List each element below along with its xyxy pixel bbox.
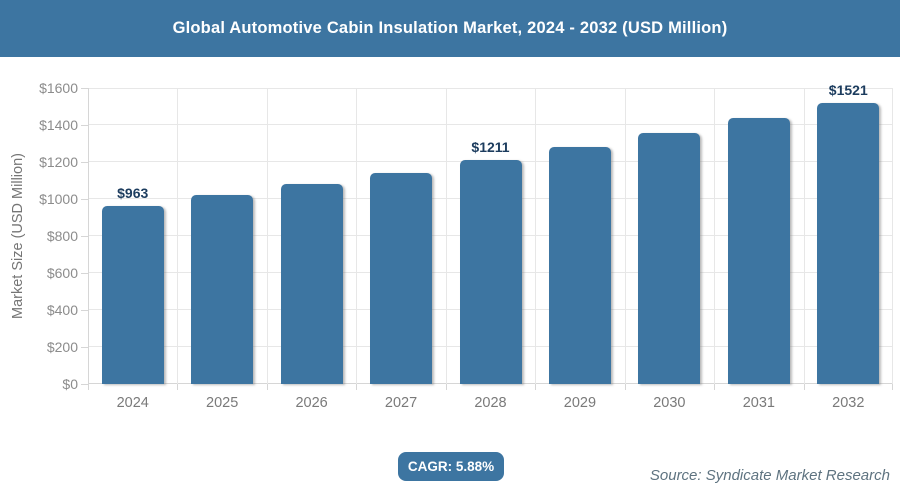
bar-2032 [817, 103, 879, 384]
x-tick-label: 2032 [832, 395, 865, 411]
chart-title: Global Automotive Cabin Insulation Marke… [172, 19, 728, 37]
y-tick-mark [81, 236, 88, 237]
gridline-v [267, 88, 268, 384]
bar-2027 [370, 173, 432, 384]
gridline-v [625, 88, 626, 384]
bar-2030 [638, 133, 700, 384]
y-tick-label: $1400 [39, 117, 78, 133]
y-tick-mark [81, 273, 88, 274]
x-tick-mark [892, 384, 893, 390]
y-tick-mark [81, 384, 88, 385]
y-tick-mark [81, 125, 88, 126]
plot-area [88, 88, 893, 384]
bar-2028 [460, 160, 522, 384]
x-tick-label: 2024 [116, 395, 149, 411]
bar-value-label: $1521 [828, 82, 868, 98]
chart-title-bar: Global Automotive Cabin Insulation Marke… [0, 0, 900, 57]
x-tick-label: 2029 [563, 395, 597, 411]
y-tick-mark [81, 162, 88, 163]
gridline-v [356, 88, 357, 384]
bar-value-label: $1211 [471, 139, 510, 155]
x-tick-mark [267, 384, 268, 390]
bar-2031 [728, 118, 790, 384]
bar-2025 [191, 195, 253, 384]
bar-2026 [281, 184, 343, 384]
gridline-v [714, 88, 715, 384]
x-tick-mark [535, 384, 536, 390]
bar-2029 [549, 147, 611, 384]
y-tick-label: $0 [62, 376, 78, 392]
bar-2024 [102, 206, 164, 384]
cagr-badge: CAGR: 5.88% [398, 452, 504, 481]
source-attribution: Source: Syndicate Market Research [649, 467, 890, 484]
y-tick-label: $200 [46, 339, 78, 355]
x-tick-mark [356, 384, 357, 390]
x-tick-mark [446, 384, 447, 390]
x-tick-label: 2025 [206, 395, 239, 411]
x-tick-mark [177, 384, 178, 390]
y-tick-mark [81, 88, 88, 89]
y-tick-label: $600 [46, 265, 78, 281]
y-tick-label: $1600 [39, 80, 78, 96]
bar-value-label: $963 [117, 185, 149, 201]
x-tick-label: 2031 [742, 395, 775, 411]
y-tick-label: $1000 [39, 191, 78, 207]
y-tick-label: $800 [46, 228, 78, 244]
x-tick-label: 2027 [384, 395, 418, 411]
y-tick-label: $1200 [39, 154, 78, 170]
x-tick-mark [714, 384, 715, 390]
x-tick-label: 2028 [474, 395, 507, 411]
gridline-v [535, 88, 536, 384]
x-tick-mark [804, 384, 805, 390]
x-tick-label: 2026 [295, 395, 328, 411]
gridline-v [804, 88, 805, 384]
y-tick-mark [81, 310, 88, 311]
gridline-v [446, 88, 447, 384]
x-tick-label: 2030 [653, 395, 686, 411]
gridline-h [88, 124, 893, 125]
x-tick-mark [625, 384, 626, 390]
y-tick-mark [81, 347, 88, 348]
gridline-h [88, 88, 893, 89]
gridline-v [177, 88, 178, 384]
y-tick-label: $400 [46, 302, 78, 318]
y-tick-mark [81, 199, 88, 200]
gridline-v [892, 88, 893, 384]
y-axis-line [88, 88, 89, 384]
x-tick-mark [88, 384, 89, 390]
